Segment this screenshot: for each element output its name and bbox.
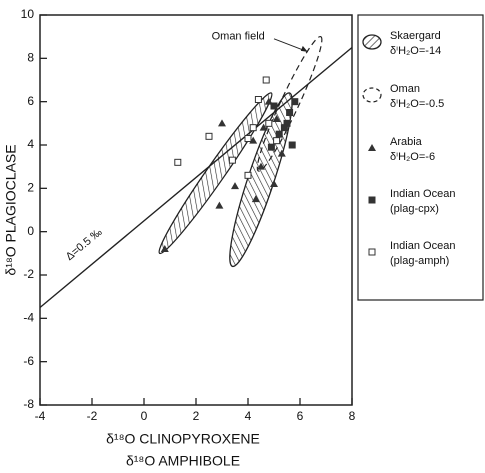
triangle-point — [215, 201, 224, 209]
y-tick-label: 8 — [27, 51, 34, 65]
legend-note: δⁱH₂O=-0.5 — [390, 98, 444, 110]
x-tick-label: -2 — [87, 409, 98, 423]
filled-square-point — [291, 98, 299, 106]
triangle-point — [270, 180, 278, 187]
x-tick-label: 8 — [349, 409, 356, 423]
x-axis-label: δ¹⁸O CLINOPYROXENE — [106, 431, 260, 447]
open-square-point — [174, 158, 182, 166]
triangle-point — [231, 182, 239, 190]
arrow-head — [300, 45, 308, 52]
filled-square-point — [275, 130, 283, 138]
triangle-point — [257, 162, 265, 170]
x-tick-label: 0 — [141, 409, 148, 423]
y-tick-label: -6 — [23, 354, 34, 368]
open-square-point — [265, 119, 273, 127]
y-tick-label: -8 — [23, 397, 34, 411]
x-axis-label-2: δ¹⁸O AMPHIBOLE — [126, 453, 240, 469]
legend-note: δⁱH₂O=-14 — [390, 45, 441, 57]
legend-label: Indian Ocean — [390, 240, 455, 252]
open-square-point — [244, 171, 252, 179]
y-tick-label: 10 — [21, 7, 35, 21]
annotation: Oman field — [212, 31, 265, 43]
open-square-point — [368, 248, 376, 256]
filled-square-point — [267, 143, 275, 151]
triangle-point — [259, 123, 268, 131]
reference-line — [39, 46, 353, 309]
legend-box — [357, 14, 484, 301]
open-square-point — [254, 96, 262, 103]
x-tick-label: 6 — [297, 409, 304, 423]
legend-label: Oman — [390, 83, 420, 95]
legend-note: (plag-amph) — [390, 255, 449, 267]
y-axis-label: δ¹⁸O PLAGIOCLASE — [3, 144, 19, 275]
y-tick-label: -4 — [23, 311, 34, 325]
filled-square-point — [280, 124, 288, 132]
triangle-point — [251, 195, 260, 203]
filled-square-point — [288, 141, 296, 149]
open-square-point — [249, 124, 257, 132]
open-square-point — [273, 137, 281, 145]
x-tick-label: -4 — [35, 409, 46, 423]
legend-label: Indian Ocean — [390, 188, 455, 200]
filled-square-point — [368, 196, 376, 204]
open-square-point — [244, 135, 252, 142]
filled-square-point — [286, 109, 294, 116]
legend-icon — [362, 34, 382, 50]
y-tick-label: 2 — [27, 181, 34, 195]
x-tick-label: 4 — [245, 409, 252, 423]
triangle-point — [160, 245, 169, 252]
legend-note: δⁱH₂O=-6 — [390, 151, 435, 163]
open-square-point — [262, 76, 270, 84]
reference-line-label: Δ=0.5 ‰ — [64, 226, 105, 263]
filled-square-point — [270, 102, 278, 110]
legend-note: (plag-cpx) — [390, 203, 439, 215]
triangle-point — [368, 144, 376, 151]
open-square-point — [205, 132, 213, 140]
legend-icon — [362, 87, 382, 103]
y-tick-label: 6 — [27, 94, 34, 108]
triangle-point — [277, 149, 286, 157]
legend-label: Arabia — [390, 136, 423, 148]
legend-label: Skaergard — [390, 30, 441, 42]
triangle-point — [272, 115, 281, 122]
y-tick-label: 0 — [27, 224, 34, 238]
x-tick-label: 2 — [193, 409, 200, 423]
open-square-point — [228, 156, 236, 164]
y-tick-label: -2 — [23, 267, 34, 281]
triangle-point — [218, 119, 226, 127]
oman-field — [256, 35, 323, 172]
y-tick-label: 4 — [27, 137, 34, 151]
